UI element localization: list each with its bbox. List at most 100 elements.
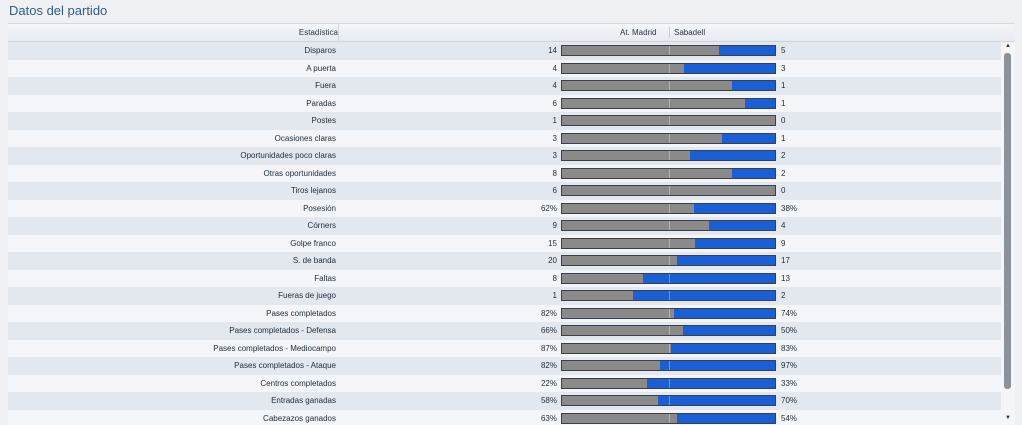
stats-row: Ocasiones claras 3 1 [8,130,1001,148]
scroll-up-arrow-icon[interactable]: ▲ [1005,43,1011,49]
comparison-bar [561,343,776,354]
comparison-bar [561,308,776,319]
comparison-bar [561,115,776,126]
away-value: 0 [781,112,785,130]
away-value: 2 [781,165,785,183]
home-bar-fill [562,46,719,55]
panel-title: Datos del partido [9,3,107,18]
scrollbar-thumb[interactable] [1004,53,1011,389]
away-value: 50% [781,322,797,340]
comparison-bar [561,360,776,371]
home-value: 1 [478,287,557,305]
away-value: 1 [781,130,785,148]
stat-label: Pases completados - Ataque [8,357,336,375]
home-bar-fill [562,414,677,423]
header-divider [669,27,670,38]
home-bar-fill [562,256,677,265]
home-bar-fill [562,379,647,388]
home-value: 3 [478,147,557,165]
bar-midline [669,361,670,370]
comparison-bar [561,255,776,266]
home-value: 3 [478,130,557,148]
away-value: 0 [781,182,785,200]
home-bar-fill [562,344,671,353]
bar-midline [669,414,670,423]
home-bar-fill [562,274,643,283]
away-value: 5 [781,42,785,60]
bar-midline [669,326,670,335]
stats-row: Pases completados - Defensa 66% 50% [8,322,1001,340]
home-bar-fill [562,151,690,160]
column-header-away-team[interactable]: Sabadell [674,24,705,41]
stats-table-header: Estadística At. Madrid Sabadell [8,24,1015,42]
comparison-bar [561,273,776,284]
stat-label: Ocasiones claras [8,130,336,148]
bar-midline [669,344,670,353]
bar-midline [669,379,670,388]
comparison-bar [561,238,776,249]
home-value: 1 [478,112,557,130]
column-header-home-team[interactable]: At. Madrid [620,24,656,41]
stat-label: Golpe franco [8,235,336,253]
home-bar-fill [562,309,674,318]
away-value: 33% [781,375,797,393]
comparison-bar [561,63,776,74]
bar-midline [669,186,670,195]
stat-label: Fueras de juego [8,287,336,305]
home-value: 82% [478,305,557,323]
column-header-stat[interactable]: Estadística [8,24,339,41]
stat-label: Cabezazos ganados [8,410,336,425]
home-bar-fill [562,81,732,90]
vertical-scrollbar[interactable]: ▲ ▼ [1002,42,1015,425]
comparison-bar [561,290,776,301]
stat-label: Tiros lejanos [8,182,336,200]
bar-midline [669,99,670,108]
home-value: 62% [478,200,557,218]
stats-row: Centros completados 22% 33% [8,375,1001,393]
comparison-bar [561,325,776,336]
away-value: 2 [781,287,785,305]
home-bar-fill [562,326,683,335]
away-value: 4 [781,217,785,235]
bar-midline [669,151,670,160]
home-bar-fill [562,221,709,230]
comparison-bar [561,203,776,214]
home-value: 15 [478,235,557,253]
stat-label: Pases completados - Defensa [8,322,336,340]
comparison-bar [561,185,776,196]
away-value: 54% [781,410,797,425]
home-value: 8 [478,270,557,288]
away-value: 17 [781,252,790,270]
home-value: 66% [478,322,557,340]
home-value: 58% [478,392,557,410]
match-stats-panel: Estadística At. Madrid Sabadell Disparos… [8,23,1015,425]
comparison-bar [561,413,776,424]
comparison-bar [561,133,776,144]
stat-label: A puerta [8,60,336,78]
bar-midline [669,256,670,265]
stats-row: Fueras de juego 1 2 [8,287,1001,305]
stat-label: Postes [8,112,336,130]
away-value: 1 [781,77,785,95]
comparison-bar [561,220,776,231]
bar-midline [669,169,670,178]
home-value: 22% [478,375,557,393]
comparison-bar [561,168,776,179]
comparison-bar [561,80,776,91]
home-value: 9 [478,217,557,235]
bar-midline [669,221,670,230]
scroll-down-arrow-icon[interactable]: ▼ [1005,415,1011,421]
stat-label: Centros completados [8,375,336,393]
stat-label: Fuera [8,77,336,95]
comparison-bar [561,395,776,406]
